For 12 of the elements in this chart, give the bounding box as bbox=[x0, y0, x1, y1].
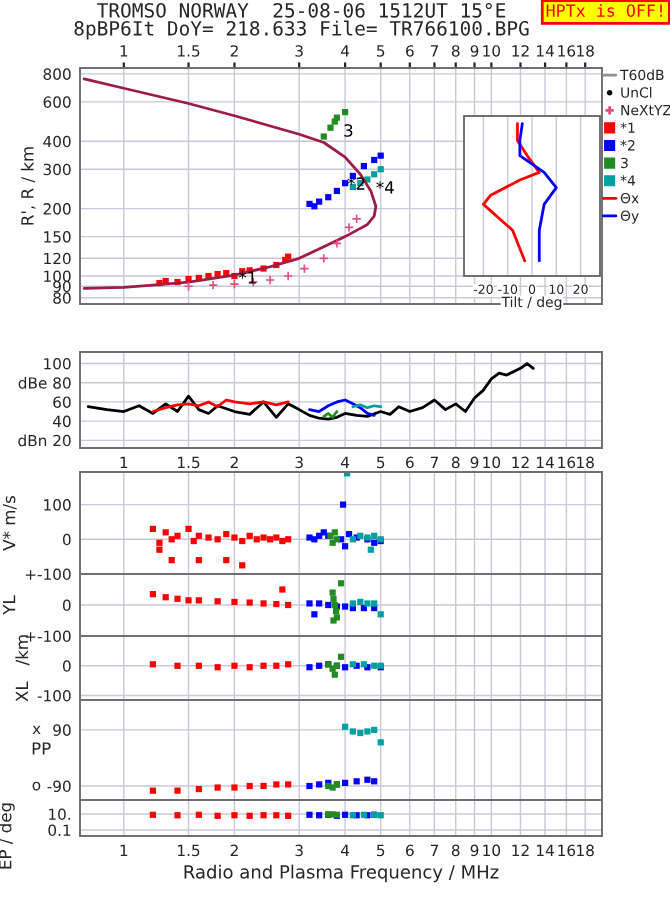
y-axis-title: R', R / km bbox=[20, 147, 36, 225]
annotation: *4 bbox=[376, 181, 394, 194]
chart-title: TROMSO NORWAY 25-08-06 1512UT 15°E bbox=[97, 2, 506, 18]
chart-subtitle: 8pBP6It DoY= 218.633 File= TR766100.BPG bbox=[74, 20, 529, 40]
y-axis-title: V* m/s bbox=[2, 496, 17, 551]
annotation: 3 bbox=[344, 124, 353, 137]
y-axis-title: YL bbox=[3, 595, 16, 615]
y-axis-title: PP bbox=[32, 742, 51, 755]
annotation: *1 bbox=[238, 271, 256, 284]
text: HPTx is OFF! bbox=[546, 3, 662, 17]
y-axis-title: XL /km bbox=[15, 635, 30, 702]
x-axis-title: Radio and Plasma Frequency / MHz bbox=[184, 864, 499, 883]
